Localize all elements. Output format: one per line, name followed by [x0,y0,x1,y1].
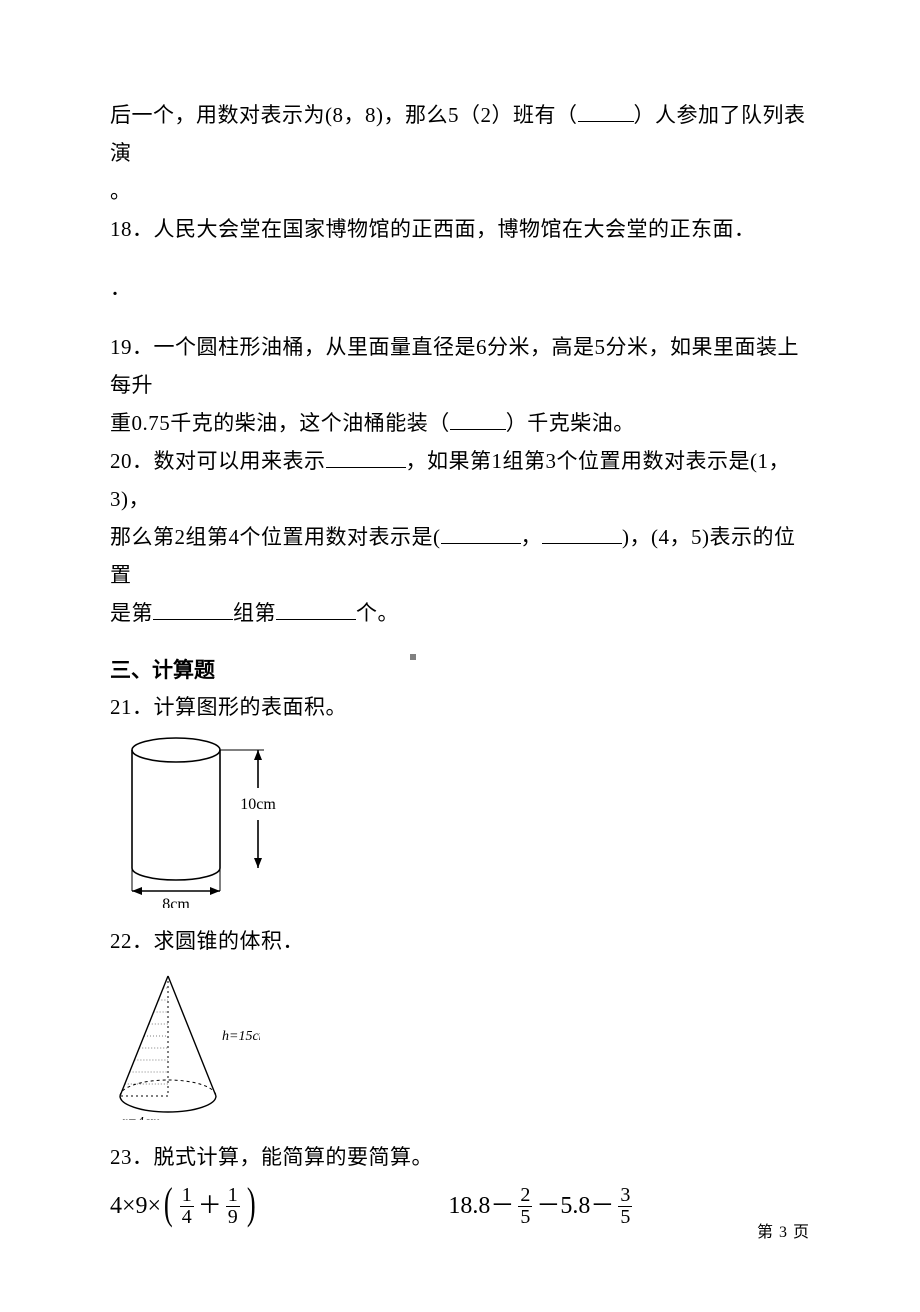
right-paren-icon: ) [247,1182,256,1226]
frac-num: 2 [518,1185,532,1206]
svg-text:r=4cm: r=4cm [122,1115,160,1120]
q20-text-3b: 组第 [233,601,276,625]
q20-blank2 [441,522,521,544]
expr1-frac1: 1 4 [180,1185,194,1228]
cone-diagram: h=15cm r=4cm [110,970,260,1120]
frac-den: 5 [618,1206,632,1228]
q20-blank4 [153,598,233,620]
cylinder-diagram: 10cm 8cm [110,736,285,908]
page-footer: 第 3 页 [757,1218,810,1242]
q18-line1: 18．人民大会堂在国家博物馆的正西面，博物馆在大会堂的正东面． [110,210,810,248]
q20-line2: 那么第2组第4个位置用数对表示是(，)，(4，5)表示的位置 [110,518,810,594]
q18-line2: ． [110,269,810,307]
q20-text-3a: 是第 [110,601,153,625]
expr1-lead: 4×9× [110,1194,161,1218]
q20-blank1 [326,446,406,468]
frac-num: 1 [226,1185,240,1206]
section3-title: 三、计算题 [110,654,810,684]
svg-text:8cm: 8cm [162,896,190,908]
q21-figure: 10cm 8cm [110,736,810,908]
frac-den: 9 [226,1206,240,1228]
frac-num: 1 [180,1185,194,1206]
q20-text-2b: ， [521,525,543,549]
q17-text-a: 后一个，用数对表示为(8，8)，那么5（2）班有（ [110,103,578,127]
left-paren-icon: ( [164,1182,173,1226]
expr1-plus: ＋ [198,1194,222,1218]
expr2-frac2: 3 5 [618,1185,632,1228]
q23-text: 23．脱式计算，能简算的要简算。 [110,1138,810,1176]
q21-text: 21．计算图形的表面积。 [110,688,810,726]
q22-text: 22．求圆锥的体积． [110,922,810,960]
q17-line2: 。 [110,172,810,210]
frac-num: 3 [618,1185,632,1206]
q17-line1: 后一个，用数对表示为(8，8)，那么5（2）班有（）人参加了队列表演 [110,96,810,172]
q23-expressions: 4×9× ( 1 4 ＋ 1 9 ) 18.8－ 2 5 －5.8－ 3 5 [110,1184,810,1228]
q20-line1: 20．数对可以用来表示，如果第1组第3个位置用数对表示是(1，3)， [110,442,810,518]
page-marker [410,654,416,660]
expr2-lead: 18.8－ [448,1194,514,1218]
q23-expr1: 4×9× ( 1 4 ＋ 1 9 ) [110,1184,258,1228]
frac-den: 5 [518,1206,532,1228]
q20-blank5 [276,598,356,620]
expr2-mid: －5.8－ [536,1194,614,1218]
q19-blank [450,408,506,430]
svg-text:10cm: 10cm [240,796,276,813]
q20-text-1a: 20．数对可以用来表示 [110,449,326,473]
q20-text-2a: 那么第2组第4个位置用数对表示是( [110,525,441,549]
svg-text:h=15cm: h=15cm [222,1029,260,1044]
q22-figure: h=15cm r=4cm [110,970,810,1120]
q19-line2: 重0.75千克的柴油，这个油桶能装（ ）千克柴油。 [110,404,810,442]
q20-blank3 [542,522,622,544]
expr2-frac1: 2 5 [518,1185,532,1228]
q20-text-3c: 个。 [356,601,399,625]
q19-line1: 19．一个圆柱形油桶，从里面量直径是6分米，高是5分米，如果里面装上每升 [110,328,810,404]
q19-text-a: 重0.75千克的柴油，这个油桶能装（ [110,411,450,435]
q17-blank [578,100,634,122]
q19-text-b: ）千克柴油。 [506,411,635,435]
q20-line3: 是第 组第 个。 [110,594,810,632]
q23-expr2: 18.8－ 2 5 －5.8－ 3 5 [448,1185,636,1228]
frac-den: 4 [180,1206,194,1228]
expr1-frac2: 1 9 [226,1185,240,1228]
